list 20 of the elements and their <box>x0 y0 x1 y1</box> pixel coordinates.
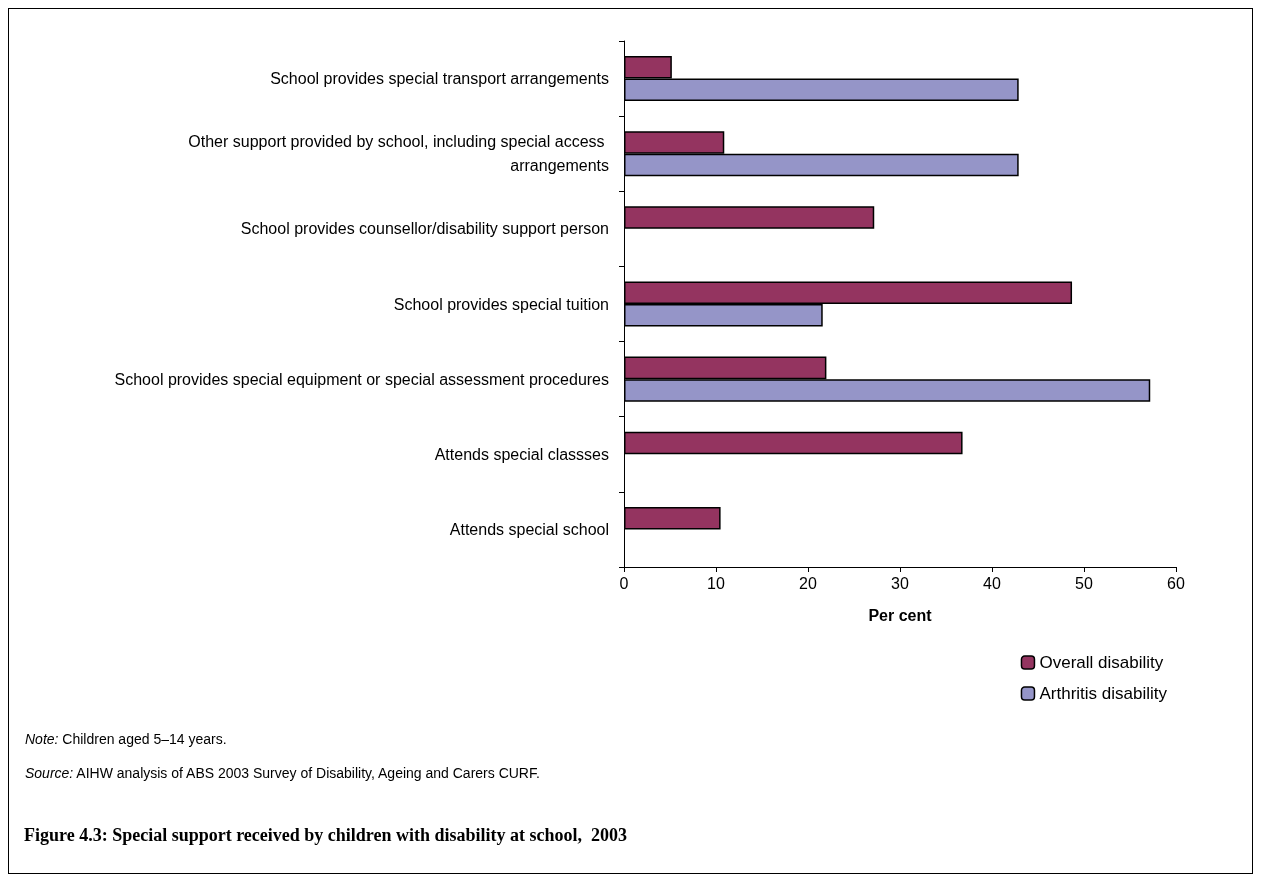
x-tick-label: 0 <box>619 574 629 592</box>
x-tick-label: 20 <box>799 574 817 592</box>
x-tick-label: 60 <box>1167 574 1185 592</box>
x-tick-label: 40 <box>983 574 1001 592</box>
y-tick-label: Attends special school <box>449 520 609 538</box>
y-tick-label: School provides special tuition <box>393 295 609 313</box>
y-tick-label: Attends special classses <box>434 445 609 463</box>
x-tick-label: 50 <box>1075 574 1093 592</box>
x-tick-label: 30 <box>891 574 909 592</box>
y-tick-label: Other support provided by school, including special access arrangements <box>188 133 609 175</box>
legend-label: Arthritis disability <box>1039 684 1168 703</box>
source-note: Source: AIHW analysis of ABS 2003 Survey of Disability, Ageing and Carers CURF. <box>25 765 540 781</box>
y-tick-label: School provides special transport arrangements <box>270 70 609 88</box>
text: Note: Children aged 5–14 years. <box>25 731 227 747</box>
y-tick-label: School provides counsellor/disability support person <box>240 220 609 238</box>
text: Figure 4.3: Special support received by children with disability at school, 2003 <box>24 825 628 845</box>
x-axis-title: Per cent <box>868 606 933 624</box>
y-tick-label: School provides special equipment or special assessment procedures <box>114 370 609 388</box>
legend-label: Overall disability <box>1039 653 1164 672</box>
x-tick-label: 10 <box>707 574 725 592</box>
